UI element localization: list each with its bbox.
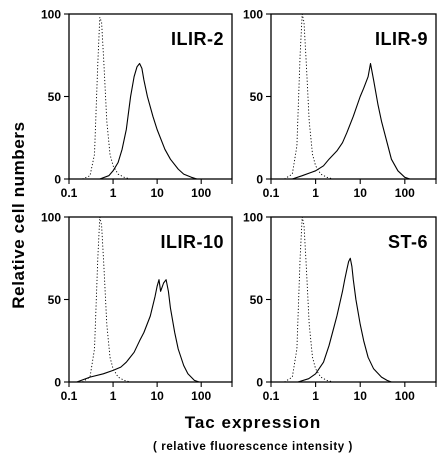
control-histogram bbox=[82, 216, 131, 383]
y-tick-label: 50 bbox=[48, 293, 62, 307]
tac-histogram bbox=[292, 62, 411, 180]
x-tick-label: 1 bbox=[110, 186, 117, 200]
control-histogram bbox=[284, 13, 334, 180]
y-tick-label: 100 bbox=[41, 211, 61, 225]
panel-3: 0.1 1 10 100 0 50 100 ILIR-10 bbox=[41, 211, 233, 403]
x-tick-label: 1 bbox=[312, 186, 319, 200]
x-axis-sublabel: ( relative fluorescence intensity ) bbox=[153, 441, 353, 453]
y-tick-label: 50 bbox=[250, 293, 264, 307]
y-tick-label: 0 bbox=[256, 376, 263, 390]
panel-title: ILIR-9 bbox=[375, 29, 428, 49]
x-tick-label: 100 bbox=[395, 186, 415, 200]
panel-4: 0.1 1 10 100 0 50 100 ST-6 bbox=[243, 211, 437, 403]
x-tick-label: 100 bbox=[191, 186, 211, 200]
tac-histogram bbox=[76, 279, 200, 383]
x-tick-label: 0.1 bbox=[263, 186, 280, 200]
tac-histogram bbox=[99, 62, 198, 180]
x-tick-label: 1 bbox=[110, 389, 117, 403]
y-tick-label: 100 bbox=[243, 8, 263, 22]
x-tick-label: 100 bbox=[191, 389, 211, 403]
panel-title: ILIR-10 bbox=[160, 232, 224, 252]
y-tick-label: 0 bbox=[54, 376, 61, 390]
x-tick-label: 10 bbox=[354, 389, 368, 403]
y-tick-label: 0 bbox=[54, 173, 61, 187]
control-histogram bbox=[284, 216, 334, 383]
x-tick-label: 0.1 bbox=[263, 389, 280, 403]
x-tick-label: 100 bbox=[395, 389, 415, 403]
x-axis-label: Tac expression bbox=[185, 413, 322, 432]
panel-title: ILIR-2 bbox=[171, 29, 224, 49]
tac-histogram bbox=[297, 257, 392, 383]
y-tick-label: 100 bbox=[41, 8, 61, 22]
x-tick-label: 10 bbox=[150, 389, 164, 403]
x-tick-label: 0.1 bbox=[61, 389, 78, 403]
y-tick-label: 50 bbox=[250, 90, 264, 104]
control-histogram bbox=[82, 17, 131, 180]
panel-2: 0.1 1 10 100 0 50 100 ILIR-9 bbox=[243, 8, 437, 200]
x-tick-label: 10 bbox=[150, 186, 164, 200]
y-axis-label: Relative cell numbers bbox=[9, 121, 28, 308]
panel-title: ST-6 bbox=[388, 232, 428, 252]
y-tick-label: 0 bbox=[256, 173, 263, 187]
x-tick-label: 0.1 bbox=[61, 186, 78, 200]
panel-1: 0.1 1 10 100 0 50 100 ILIR-2 bbox=[41, 8, 233, 200]
y-tick-label: 100 bbox=[243, 211, 263, 225]
x-tick-label: 10 bbox=[354, 186, 368, 200]
y-tick-label: 50 bbox=[48, 90, 62, 104]
x-tick-label: 1 bbox=[312, 389, 319, 403]
